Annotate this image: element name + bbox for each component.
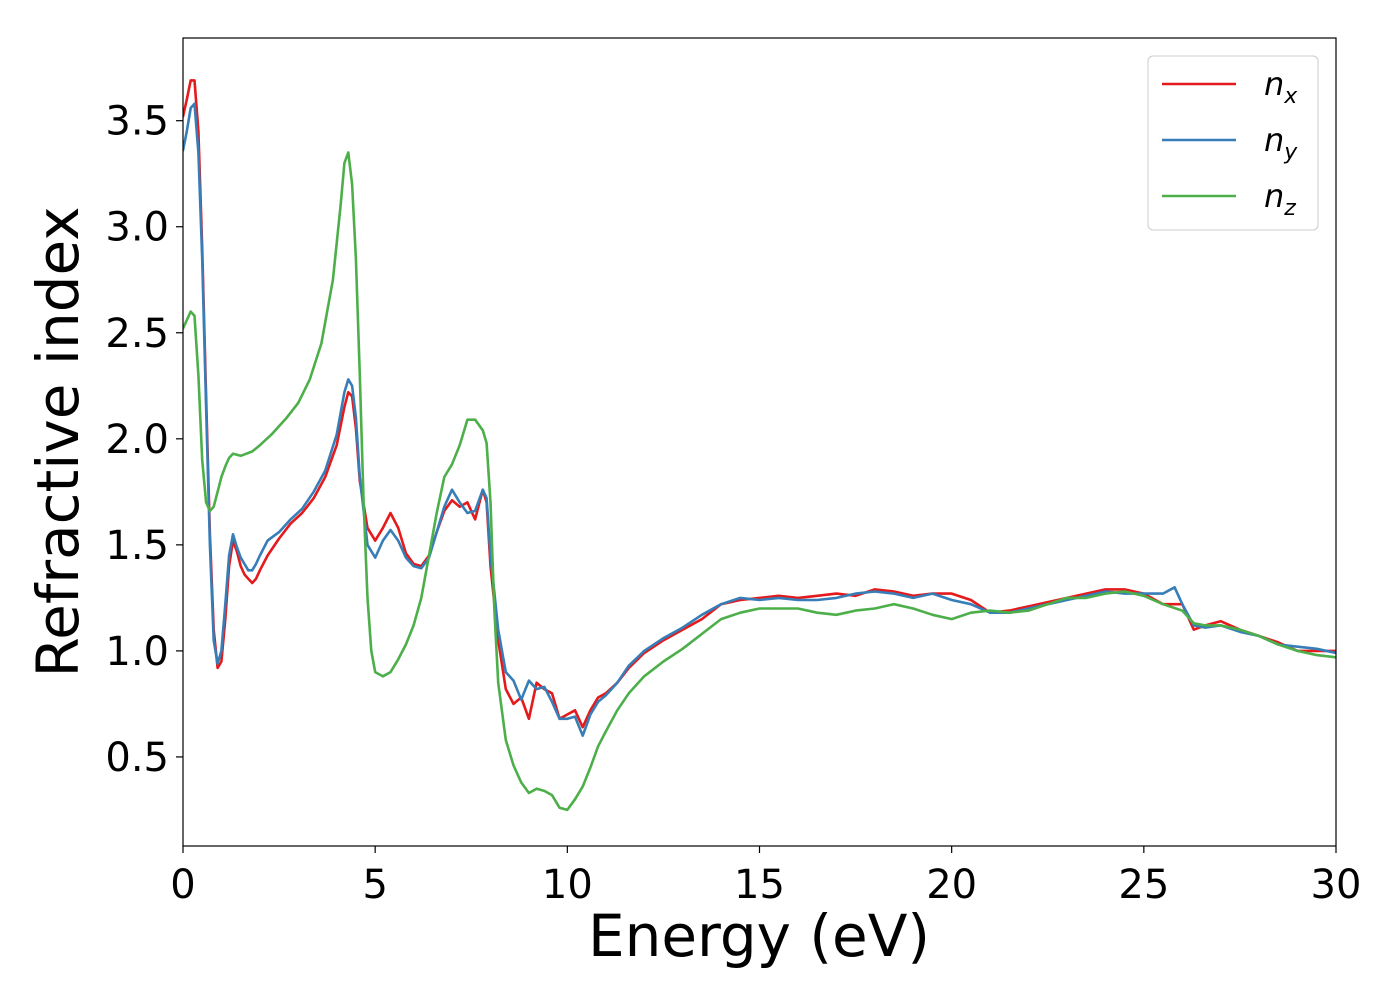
x-tick-label: 30	[1311, 862, 1362, 908]
y-tick-label: 0.5	[105, 735, 169, 781]
x-axis: 0 5 10 15 20 25 30	[170, 846, 1361, 908]
x-tick-label: 20	[926, 862, 977, 908]
series-layer	[183, 79, 1336, 812]
x-tick-label: 5	[362, 862, 387, 908]
x-tick-label: 15	[734, 862, 785, 908]
y-axis-title: Refractive index	[24, 206, 92, 677]
x-tick-label: 0	[170, 862, 195, 908]
y-tick-label: 3.0	[105, 205, 169, 251]
y-tick-label: 2.5	[105, 311, 169, 357]
series-line-nx	[183, 79, 1336, 729]
legend: nx ny nz	[1147, 55, 1319, 231]
x-tick-label: 25	[1118, 862, 1169, 908]
y-axis: 0.5 1.0 1.5 2.0 2.5 3.0 3.5	[105, 99, 183, 781]
x-axis-title: Energy (eV)	[588, 902, 930, 970]
x-tick-label: 10	[542, 862, 593, 908]
y-tick-label: 3.5	[105, 99, 169, 145]
series-line-nz	[183, 151, 1336, 812]
y-tick-label: 2.0	[105, 417, 169, 463]
legend-box	[1147, 55, 1319, 231]
y-tick-label: 1.0	[105, 629, 169, 675]
legend-label-ny: ny	[1264, 121, 1298, 165]
legend-label-nz: nz	[1264, 177, 1296, 221]
y-tick-label: 1.5	[105, 523, 169, 569]
legend-label-nx: nx	[1264, 65, 1298, 109]
series-line-ny	[183, 102, 1336, 737]
